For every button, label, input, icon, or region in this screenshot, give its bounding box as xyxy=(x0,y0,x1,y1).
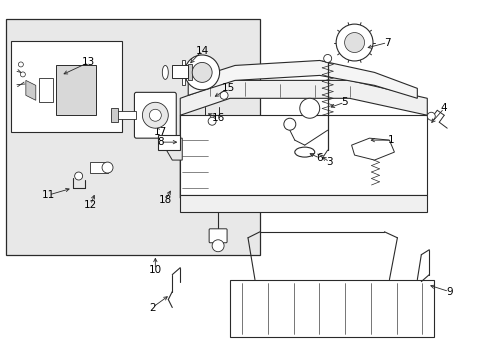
Text: 6: 6 xyxy=(316,153,323,163)
Text: 8: 8 xyxy=(157,137,163,147)
Circle shape xyxy=(20,72,25,77)
Circle shape xyxy=(184,55,219,90)
FancyBboxPatch shape xyxy=(134,92,176,138)
Text: 17: 17 xyxy=(153,127,166,137)
Bar xyxy=(11,41,122,132)
Circle shape xyxy=(220,91,227,99)
Circle shape xyxy=(75,172,82,180)
Polygon shape xyxy=(351,138,394,160)
Text: 11: 11 xyxy=(42,190,55,200)
Polygon shape xyxy=(188,60,416,98)
Polygon shape xyxy=(158,135,180,150)
Text: 3: 3 xyxy=(325,157,332,167)
Polygon shape xyxy=(110,108,118,122)
Circle shape xyxy=(102,162,113,173)
Text: 7: 7 xyxy=(384,37,390,48)
Polygon shape xyxy=(229,280,433,337)
Circle shape xyxy=(192,62,212,82)
Text: 15: 15 xyxy=(221,84,234,93)
Text: 2: 2 xyxy=(149,302,155,312)
Text: 16: 16 xyxy=(211,113,224,123)
Circle shape xyxy=(142,102,168,128)
Bar xyxy=(6,19,260,255)
Polygon shape xyxy=(188,64,192,80)
Polygon shape xyxy=(26,80,36,100)
Ellipse shape xyxy=(294,147,314,157)
Polygon shape xyxy=(172,66,188,78)
Text: 5: 5 xyxy=(341,97,347,107)
Polygon shape xyxy=(56,66,95,115)
Polygon shape xyxy=(39,78,53,102)
Text: 9: 9 xyxy=(445,287,451,297)
Text: 4: 4 xyxy=(440,103,447,113)
Circle shape xyxy=(212,240,224,252)
Polygon shape xyxy=(89,162,107,173)
Polygon shape xyxy=(180,115,427,195)
FancyBboxPatch shape xyxy=(209,229,226,243)
Circle shape xyxy=(208,117,216,125)
Circle shape xyxy=(19,62,23,67)
Text: 1: 1 xyxy=(387,135,394,145)
Text: 14: 14 xyxy=(195,45,208,55)
Ellipse shape xyxy=(162,66,168,80)
Polygon shape xyxy=(165,138,182,160)
Text: 12: 12 xyxy=(84,200,97,210)
Polygon shape xyxy=(182,60,185,85)
Circle shape xyxy=(344,32,364,53)
Circle shape xyxy=(149,109,161,121)
Circle shape xyxy=(283,118,295,130)
Text: 18: 18 xyxy=(159,195,172,205)
Text: 10: 10 xyxy=(148,265,162,275)
Circle shape xyxy=(299,98,319,118)
Circle shape xyxy=(323,54,331,62)
Circle shape xyxy=(335,24,372,61)
Text: 13: 13 xyxy=(82,58,95,67)
Polygon shape xyxy=(180,115,210,210)
Polygon shape xyxy=(180,80,427,115)
Polygon shape xyxy=(115,111,136,119)
Polygon shape xyxy=(180,195,427,212)
Circle shape xyxy=(427,112,434,120)
